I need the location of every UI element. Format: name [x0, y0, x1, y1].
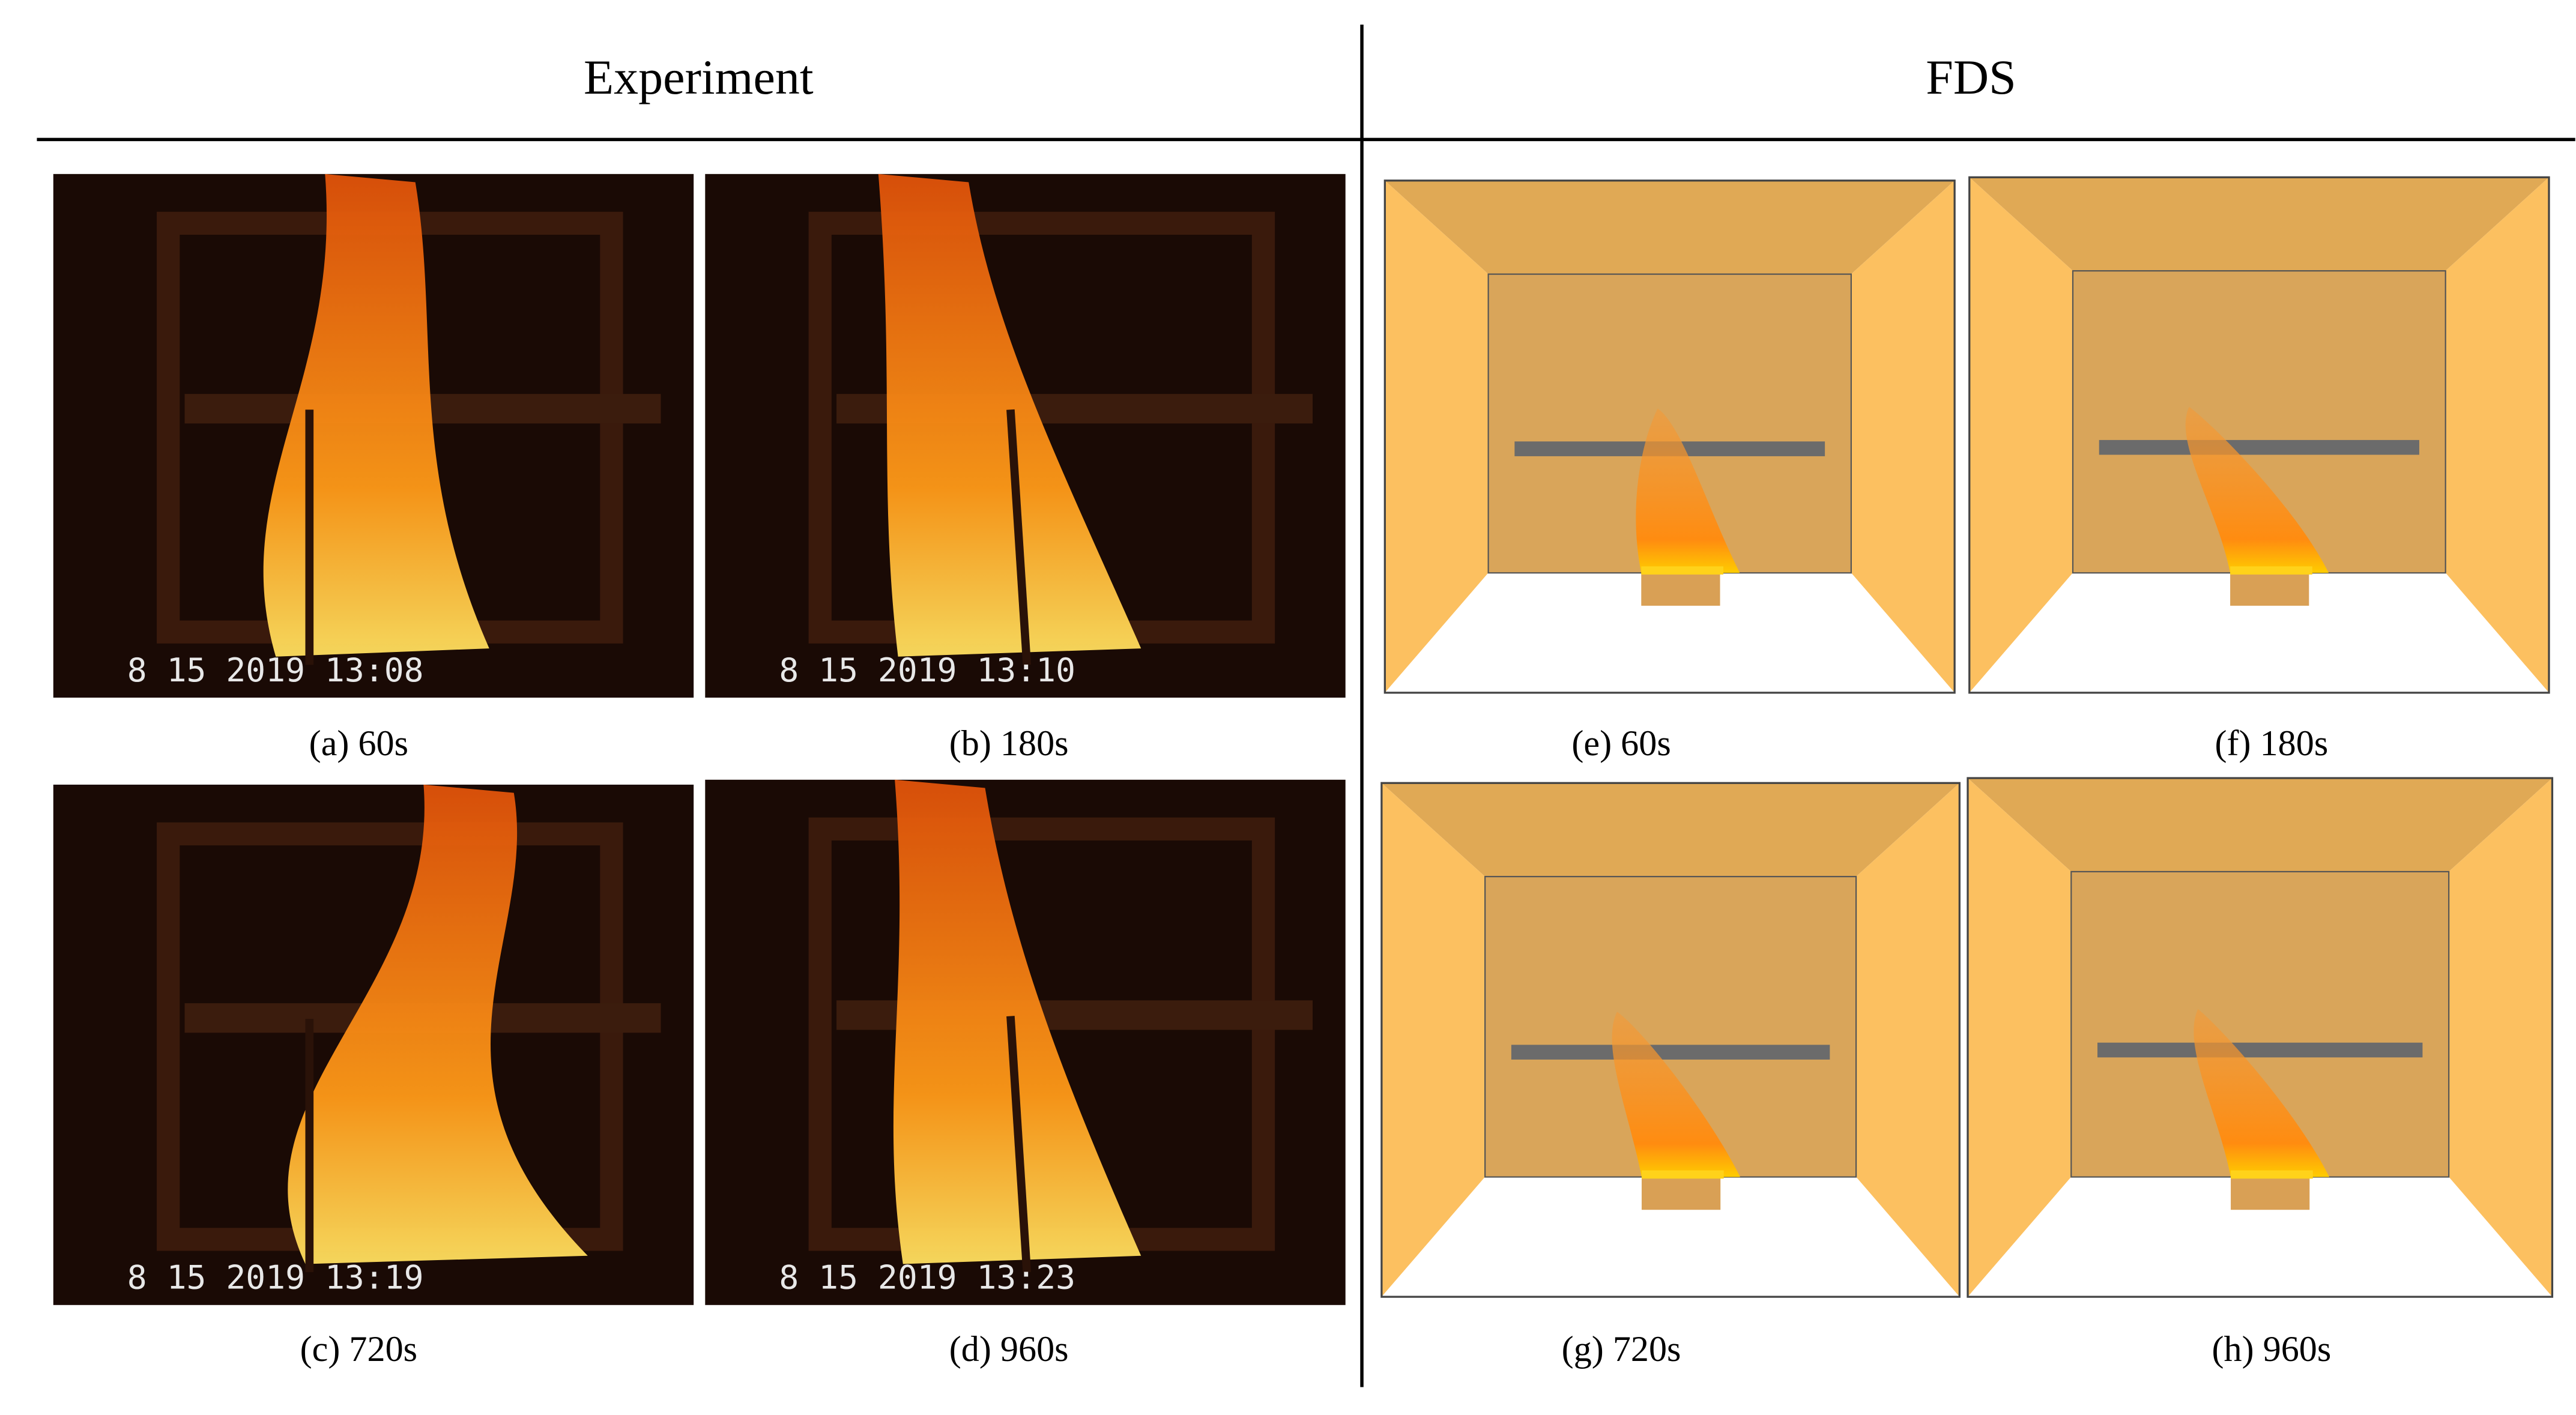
caption: (h) 960s: [2212, 1329, 2331, 1369]
flame: [288, 785, 588, 1264]
caption: (c) 720s: [300, 1329, 417, 1369]
caption: (f) 180s: [2215, 723, 2329, 764]
left-wall: [1381, 783, 1486, 1297]
photo: 8 15 2019 13:10: [705, 173, 1346, 698]
caption: (a) 60s: [309, 723, 408, 764]
burner: [1641, 1177, 1721, 1210]
flame-base: [1641, 1170, 1724, 1179]
caption: (d) 960s: [949, 1329, 1069, 1369]
simulated-flame: [2194, 1009, 2330, 1177]
ceiling: [1969, 177, 2549, 271]
floor: [1969, 573, 2549, 693]
caption: (g) 720s: [1562, 1329, 1681, 1369]
ceiling: [1968, 778, 2553, 872]
beam: [1511, 1045, 1830, 1060]
floor: [1385, 573, 1955, 693]
beam: [2097, 1042, 2423, 1058]
floor: [1381, 1177, 1960, 1297]
right-wall: [2445, 177, 2549, 693]
timestamp: 8 15 2019 13:08: [127, 651, 424, 689]
timestamp: 8 15 2019 13:23: [779, 1258, 1075, 1296]
outline: [1383, 180, 1956, 694]
flame: [263, 173, 489, 657]
left-wall: [1969, 177, 2073, 693]
right-wall: [1851, 180, 1955, 693]
simulation: [1380, 782, 1961, 1298]
simulated-flame: [1612, 1012, 1741, 1177]
photo: 8 15 2019 13:19: [53, 785, 694, 1305]
timestamp: 8 15 2019 13:10: [779, 651, 1075, 689]
ceiling: [1381, 783, 1960, 877]
caption: (b) 180s: [949, 723, 1069, 764]
column-header: Experiment: [584, 50, 814, 104]
burner: [2231, 1177, 2310, 1210]
ceiling: [1385, 180, 1955, 274]
pole: [1006, 1016, 1032, 1273]
timestamp: 8 15 2019 13:19: [127, 1258, 424, 1296]
photo: 8 15 2019 13:23: [705, 779, 1346, 1305]
floor: [1968, 1177, 2553, 1297]
beam: [2099, 439, 2419, 455]
flame-base: [1641, 566, 1724, 575]
flame-base: [2230, 566, 2312, 575]
right-wall: [1856, 783, 1960, 1297]
left-wall: [1385, 180, 1489, 693]
simulated-flame: [1636, 408, 1740, 573]
simulation: [1968, 176, 2550, 694]
photo: 8 15 2019 13:08: [53, 173, 694, 698]
flame-base: [2231, 1170, 2313, 1179]
outline: [1380, 782, 1961, 1298]
flame: [893, 779, 1141, 1264]
right-wall: [2449, 778, 2553, 1297]
column-header: FDS: [1926, 50, 2016, 104]
left-wall: [1968, 778, 2072, 1297]
outline: [1967, 777, 2554, 1298]
pole: [1006, 409, 1032, 665]
outline: [1968, 176, 2550, 694]
caption: (e) 60s: [1571, 723, 1670, 764]
burner: [2230, 573, 2309, 606]
simulation: [1383, 180, 1956, 694]
simulation: [1967, 777, 2554, 1298]
simulated-flame: [2185, 406, 2329, 573]
burner: [1641, 573, 1720, 606]
